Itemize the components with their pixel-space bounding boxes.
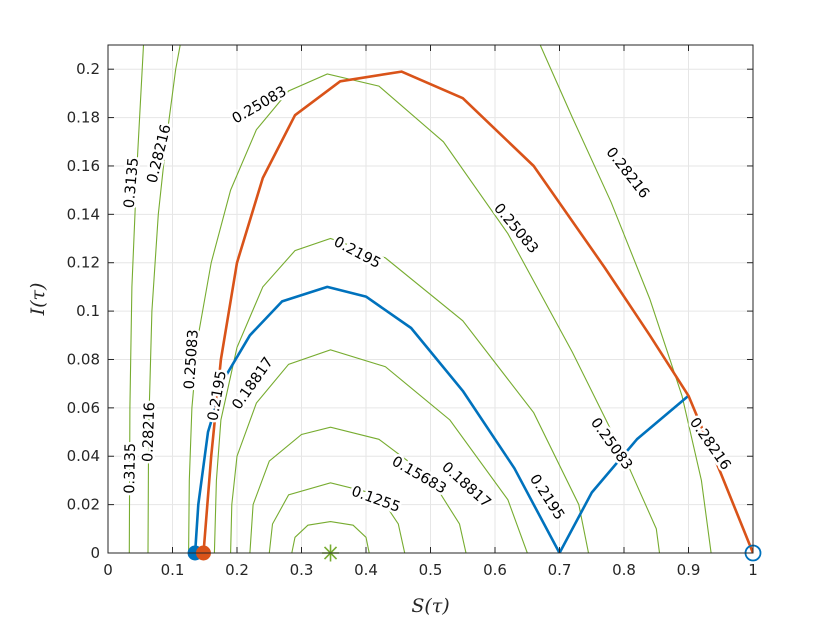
- contour-label: 0.28216: [602, 145, 652, 202]
- contour-label: 0.2195: [331, 234, 383, 272]
- contour-line: [213, 237, 590, 553]
- y-tick-label: 0.12: [67, 254, 100, 272]
- x-tick-label: 0.8: [612, 561, 636, 579]
- orange-trajectory-line: [202, 70, 753, 553]
- contour-label: 0.28216: [145, 123, 175, 185]
- contour-label: 0.3135: [122, 157, 142, 209]
- y-tick-label: 0.2: [76, 60, 100, 78]
- x-tick-label: 0: [103, 561, 113, 579]
- y-tick-label: 0.16: [67, 157, 100, 175]
- y-tick-label: 0.06: [67, 399, 100, 417]
- x-tick-label: 0.6: [483, 561, 507, 579]
- contour-label: 0.25083: [230, 84, 290, 128]
- tick-labels: 0 0.1 0.2 0.3 0.4 0.5 0.6 0.7 0.8 0.9 1 0 0.02 0.04 0.…: [67, 60, 758, 579]
- contour-line: [230, 349, 528, 553]
- y-tick-label: 0.02: [67, 496, 100, 514]
- y-tick-label: 0.14: [67, 205, 100, 223]
- x-axis-label: S(τ): [411, 595, 449, 617]
- blue-trajectory-line: [193, 285, 690, 553]
- contour-label: 0.28216: [140, 402, 158, 462]
- contour-label: 0.1255: [349, 484, 402, 516]
- contour-label: 0.15683: [389, 454, 449, 498]
- contour-lines: [128, 45, 712, 553]
- x-tick-label: 0.4: [354, 561, 378, 579]
- contour-line: [268, 482, 406, 553]
- x-tick-label: 0.5: [419, 561, 443, 579]
- contour-line: [188, 73, 661, 553]
- x-tick-label: 1: [748, 561, 758, 579]
- trajectory-series: [193, 70, 753, 553]
- y-tick-label: 0.08: [67, 350, 100, 368]
- contour-line: [128, 45, 145, 553]
- x-tick-label: 0.7: [548, 561, 572, 579]
- x-tick-label: 0.3: [290, 561, 314, 579]
- x-tick-label: 0.9: [677, 561, 701, 579]
- contour-label: 0.18817: [229, 355, 277, 413]
- x-tick-label: 0.2: [225, 561, 249, 579]
- contour-line: [249, 426, 467, 553]
- contour-label: 0.25083: [587, 415, 635, 473]
- contour-labels: 0.31350.31350.282160.282160.282160.28216…: [119, 81, 736, 525]
- y-tick-label: 0: [90, 544, 100, 562]
- y-axis-label: I(τ): [27, 283, 49, 317]
- x-tick-label: 0.1: [161, 561, 185, 579]
- contour-line: [291, 521, 370, 553]
- contour-label: 0.2195: [526, 472, 567, 523]
- y-tick-label: 0.1: [76, 302, 100, 320]
- contour-line: [147, 45, 181, 553]
- contour-label: 0.25083: [182, 329, 202, 390]
- axes-frame: [107, 44, 754, 554]
- y-tick-label: 0.18: [67, 109, 100, 127]
- contour-line: [539, 45, 712, 553]
- y-tick-label: 0.04: [67, 447, 100, 465]
- contour-label: 0.3135: [122, 443, 139, 494]
